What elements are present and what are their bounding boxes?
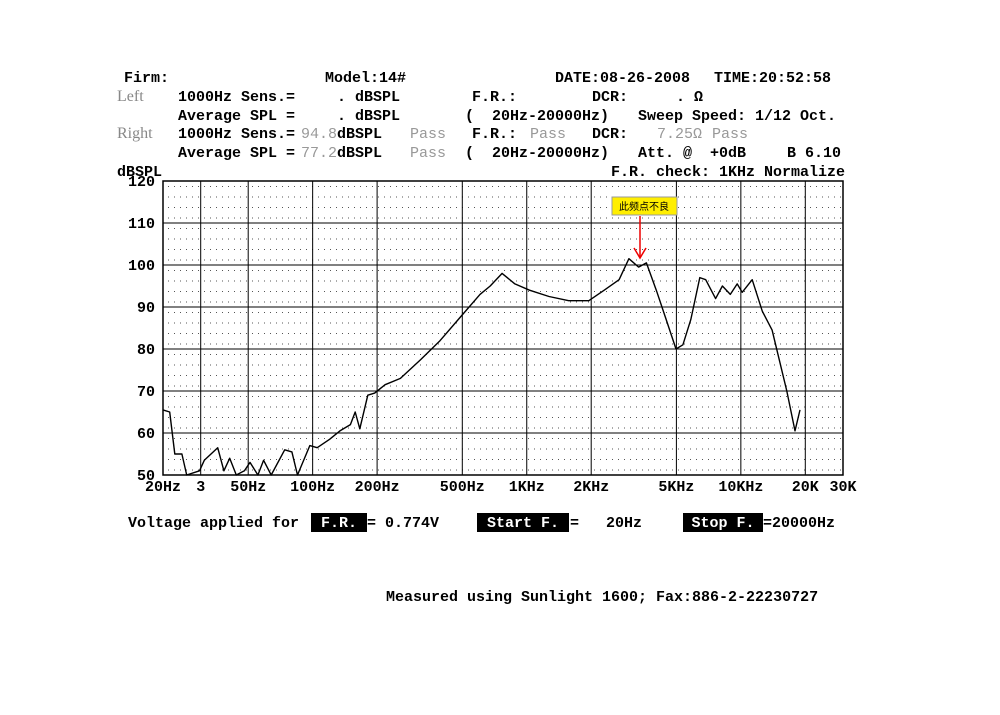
stop-box (683, 513, 763, 532)
x-tick-label: 1KHz (509, 479, 545, 496)
annotation-text: 此频点不良 (619, 200, 669, 213)
fr-box-text: F.R. (321, 515, 357, 532)
right-dcr: DCR: (592, 126, 628, 143)
response-line (162, 258, 801, 476)
y-tick-label: 110 (128, 216, 155, 233)
right-sens-unit: dBSPL (337, 126, 382, 143)
right-dcr-value: 7.25Ω (657, 126, 702, 143)
x-tick-label: 50Hz (230, 479, 266, 496)
voltage-label: Voltage applied for (128, 515, 299, 532)
plot-frame (162, 180, 844, 476)
right-avg: Average SPL = (178, 145, 295, 162)
y-tick-label: 60 (137, 426, 155, 443)
right-avg-value: 77.2 (301, 145, 337, 162)
x-tick-label: 3 (196, 479, 205, 496)
y-tick-label: 80 (137, 342, 155, 359)
voltage: = 0.774V (367, 515, 439, 532)
left-range: ( 20Hz-20000Hz) (465, 108, 609, 125)
y-tick-label: 70 (137, 384, 155, 401)
minor-grid (163, 181, 843, 475)
start: = 20Hz (570, 515, 642, 532)
left-fr: F.R.: (472, 89, 517, 106)
y-tick-label: 120 (128, 174, 155, 191)
annotation: 此频点不良 (611, 196, 678, 260)
header: Firm: Model:14# DATE:08-26-2008 TIME:20:… (117, 70, 845, 181)
stop-box-text: Stop F. (691, 515, 754, 532)
right-fr-status: Pass (530, 126, 566, 143)
x-tick-label: 200Hz (355, 479, 400, 496)
right-fr: F.R.: (472, 126, 517, 143)
time: TIME:20:52:58 (714, 70, 831, 87)
fr-box (311, 513, 367, 532)
right-avg-status: Pass (410, 145, 446, 162)
version: B 6.10 (787, 145, 841, 162)
right-label: Right (117, 125, 153, 142)
x-tick-label: 20K (792, 479, 819, 496)
left-avg-value: . dBSPL (337, 108, 400, 125)
right-avg-unit: dBSPL (337, 145, 382, 162)
x-tick-label: 2KHz (573, 479, 609, 496)
left-dcr: DCR: (592, 89, 628, 106)
x-tick-label: 20Hz (145, 479, 181, 496)
firm: Firm: (124, 70, 169, 87)
model: Model:14# (325, 70, 406, 87)
y-axis-label: dBSPL (117, 164, 162, 181)
annotation-arrowhead (633, 247, 647, 260)
start-box-text: Start F. (487, 515, 559, 532)
y-tick-label: 90 (137, 300, 155, 317)
x-tick-label: 100Hz (290, 479, 335, 496)
left-avg: Average SPL = (178, 108, 295, 125)
right-sens: 1000Hz Sens.= (178, 126, 295, 143)
measured: Measured using Sunlight 1600; Fax:886-2-… (386, 589, 818, 606)
att: Att. @ +0dB (638, 145, 746, 162)
left-dcr-value: . Ω (676, 89, 703, 106)
x-tick-label: 10KHz (718, 479, 763, 496)
left-sens-value: . dBSPL (337, 89, 400, 106)
left-sens: 1000Hz Sens.= (178, 89, 295, 106)
annotation-box (611, 196, 678, 216)
fr-check: F.R. check: 1KHz Normalize (611, 164, 845, 181)
y-tick-label: 100 (128, 258, 155, 275)
left-label: Left (117, 88, 144, 105)
date: DATE:08-26-2008 (555, 70, 690, 87)
x-tick-label: 500Hz (440, 479, 485, 496)
sweep: Sweep Speed: 1/12 Oct. (638, 108, 836, 125)
footer: Voltage applied for F.R. = 0.774V Start … (128, 513, 835, 606)
x-tick-label: 5KHz (658, 479, 694, 496)
right-sens-value: 94.8 (301, 126, 337, 143)
right-range: ( 20Hz-20000Hz) (465, 145, 609, 162)
right-sens-status: Pass (410, 126, 446, 143)
right-dcr-status: Pass (712, 126, 748, 143)
x-tick-label: 30K (829, 479, 856, 496)
stop: =20000Hz (763, 515, 835, 532)
y-tick-label: 50 (137, 468, 155, 485)
start-box (477, 513, 569, 532)
